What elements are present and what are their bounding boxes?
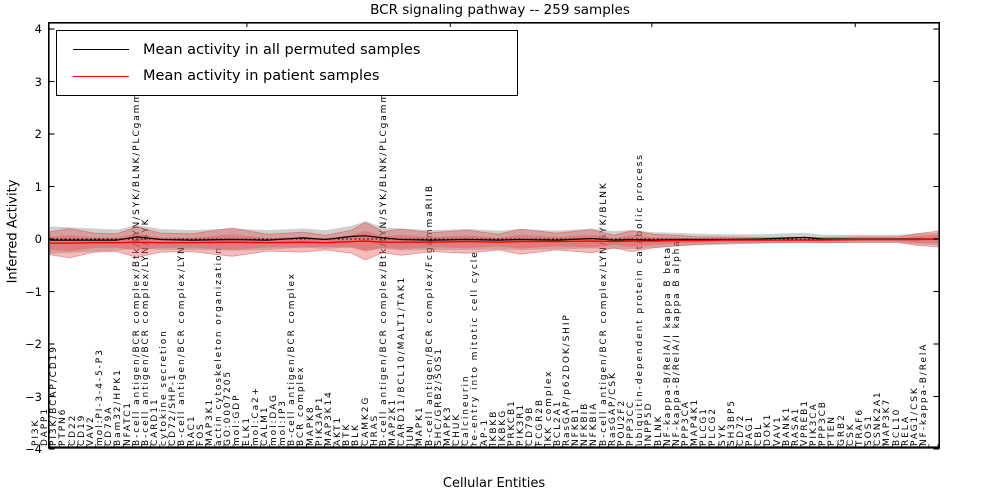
x-tick-label: CARD11/BCL10/MALT1/TAK1 bbox=[397, 275, 408, 446]
y-tick-label: 3 bbox=[34, 74, 42, 89]
y-tick-label: 0 bbox=[34, 232, 42, 246]
legend-line-patient-icon bbox=[73, 75, 129, 77]
y-tick-label: −3 bbox=[25, 389, 42, 404]
y-tick-label: 4 bbox=[34, 22, 42, 36]
chart-title: BCR signaling pathway -- 259 samples bbox=[370, 2, 630, 18]
y-tick-label: −2 bbox=[25, 337, 42, 351]
x-tick-label: NF-kappa-B/RelA bbox=[919, 342, 929, 446]
legend-label-patient: Mean activity in patient samples bbox=[143, 68, 380, 85]
y-tick-label: −1 bbox=[25, 284, 42, 299]
legend: Mean activity in all permuted samples Me… bbox=[56, 30, 518, 96]
permuted-mean-line bbox=[50, 235, 938, 241]
x-axis-label: Cellular Entities bbox=[442, 476, 546, 491]
y-tick-label: 2 bbox=[34, 127, 42, 141]
legend-entry-permuted: Mean activity in all permuted samples bbox=[57, 42, 517, 58]
x-tick-label: re-entry into mitotic cell cycle bbox=[470, 250, 481, 446]
y-tick-label: 1 bbox=[34, 179, 42, 194]
y-tick-label: −4 bbox=[25, 442, 42, 456]
legend-label-permuted: Mean activity in all permuted samples bbox=[143, 41, 421, 58]
patient-mean-line bbox=[50, 238, 939, 244]
legend-line-permuted-icon bbox=[73, 49, 129, 51]
legend-entry-patient: Mean activity in patient samples bbox=[57, 68, 517, 84]
x-tick-label: B-cell antigen/BCR complex/Btk/LYN/SYK/B… bbox=[378, 76, 389, 446]
